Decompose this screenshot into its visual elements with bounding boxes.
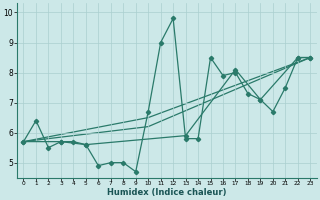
X-axis label: Humidex (Indice chaleur): Humidex (Indice chaleur) <box>107 188 227 197</box>
